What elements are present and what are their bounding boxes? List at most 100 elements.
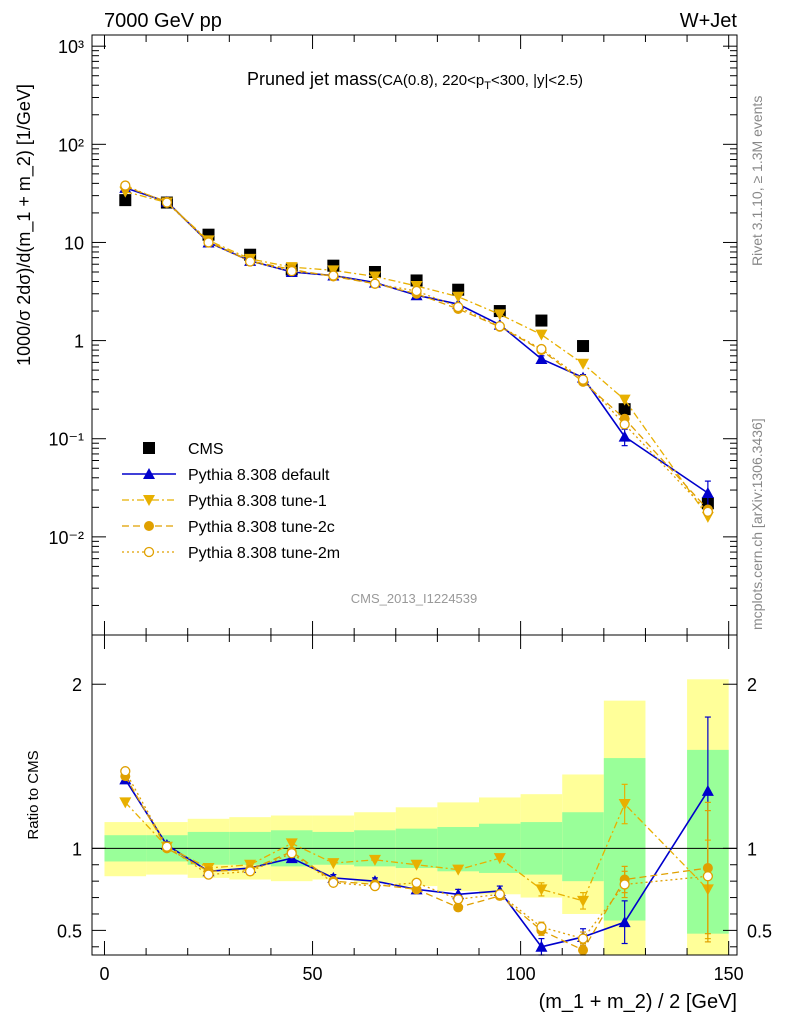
x-tick-label: 0 — [99, 964, 109, 984]
legend-marker — [143, 495, 155, 506]
ratio-band-1sigma — [562, 812, 604, 882]
ratio-data-point — [535, 940, 548, 952]
ratio-data-point — [453, 894, 464, 905]
plot-title-sub: (CA(0.8), 220<p — [377, 72, 484, 89]
ratio-data-point — [244, 866, 256, 877]
main-data-point — [577, 374, 589, 385]
legend-marker — [143, 468, 155, 479]
main-series-4 — [120, 180, 714, 517]
legend-label: CMS — [188, 441, 224, 458]
rivet-label: Rivet 3.1.10, ≥ 1.3M events — [749, 96, 765, 266]
legend-label: Pythia 8.308 tune-2c — [188, 519, 335, 536]
main-data-point — [702, 506, 714, 517]
ratio-data-point — [701, 784, 714, 796]
plot-title-main: Pruned jet mass — [247, 69, 377, 89]
ratio-panel: 0.5 0.5 1 1 2 2 0 50 100 150 Ratio to CMS (m_1 + … — [25, 634, 772, 1013]
main-data-point — [203, 237, 214, 248]
legend-entry: Pythia 8.308 default — [122, 467, 330, 484]
legend-label: Pythia 8.308 default — [188, 467, 330, 484]
main-data-point — [535, 314, 548, 327]
legend-label: Pythia 8.308 tune-1 — [188, 493, 327, 510]
ratio-data-point — [577, 895, 590, 907]
main-panel: 10⁻² 10⁻¹ 1 10 10² 10³ Pruned jet mass(CA(0.8… — [14, 34, 738, 636]
main-data-point — [369, 278, 381, 289]
ratio-data-point — [161, 841, 173, 852]
main-data-point — [618, 430, 631, 442]
main-data-point — [494, 321, 505, 332]
ratio-data-point — [619, 879, 630, 890]
main-data-point — [453, 301, 464, 313]
ratio-data-point — [327, 858, 340, 870]
main-y-tick-label: 10² — [58, 135, 84, 155]
ratio-series-line — [124, 801, 709, 902]
analysis-id: CMS_2013_I1224539 — [351, 591, 478, 606]
legend-entry: CMS — [143, 441, 224, 458]
main-y-tick-label: 1 — [74, 332, 84, 352]
x-axis-label: (m_1 + m_2) / 2 [GeV] — [539, 991, 737, 1013]
main-data-point — [619, 419, 630, 430]
main-data-point — [535, 329, 548, 341]
main-data-point — [493, 309, 506, 321]
main-series-line — [125, 184, 709, 513]
main-data-point — [452, 291, 465, 303]
main-data-point — [618, 403, 631, 416]
ratio-series-3 — [120, 766, 714, 946]
ratio-data-point — [285, 838, 298, 850]
ratio-y-tick-label: 0.5 — [57, 921, 82, 941]
ratio-data-point — [702, 871, 714, 882]
main-y-tick-label: 10³ — [58, 37, 84, 57]
ratio-data-point — [577, 933, 589, 944]
ratio-data-point — [286, 848, 297, 859]
ratio-data-point — [411, 877, 422, 888]
ratio-data-point — [328, 877, 339, 888]
ratio-y-axis-label: Ratio to CMS — [25, 750, 42, 839]
main-series-line — [125, 190, 709, 518]
ratio-y-tick-label-right: 1 — [747, 839, 757, 859]
ratio-data-point — [452, 864, 465, 876]
ratio-data-point — [453, 902, 464, 913]
legend-entry: Pythia 8.308 tune-2m — [122, 545, 340, 562]
ratio-data-point — [410, 859, 423, 871]
ratio-y-tick-label-right: 0.5 — [747, 921, 772, 941]
ratio-band-1sigma — [437, 827, 479, 872]
legend-marker — [144, 521, 154, 531]
main-y-axis-label: 1000/σ 2dσ)/d(m_1 + m_2) [1/GeV] — [14, 84, 35, 366]
main-data-point — [535, 352, 548, 364]
main-data-point — [119, 194, 132, 207]
main-series-line — [125, 186, 709, 510]
main-data-point — [161, 197, 173, 208]
ratio-y-tick-label: 2 — [72, 675, 82, 695]
legend-entry: Pythia 8.308 tune-2c — [122, 519, 335, 536]
main-data-point — [368, 271, 381, 283]
main-data-point — [577, 358, 590, 370]
ratio-data-point — [368, 854, 381, 866]
ratio-y-tick-label: 1 — [72, 839, 82, 859]
main-data-point — [536, 343, 547, 355]
plot-title: Pruned jet mass(CA(0.8), 220<pT<300, |y|… — [247, 69, 583, 92]
header-process: W+Jet — [680, 10, 738, 32]
main-data-point — [577, 340, 590, 353]
main-y-tick-label: 10⁻¹ — [48, 430, 84, 450]
ratio-data-point — [203, 869, 214, 880]
main-data-point — [244, 256, 256, 267]
ratio-data-point — [120, 766, 131, 777]
main-data-point — [120, 180, 131, 191]
x-tick-label: 100 — [506, 964, 536, 984]
mcplots-label: mcplots.cern.ch [arXiv:1306.3436] — [749, 418, 765, 630]
ratio-data-point — [494, 889, 505, 900]
ratio-series-line — [124, 775, 708, 951]
ratio-y-tick-label-right: 2 — [747, 675, 757, 695]
main-data-point — [618, 394, 631, 406]
x-tick-label: 150 — [714, 964, 744, 984]
ratio-data-point — [536, 921, 547, 933]
main-data-point — [286, 266, 297, 277]
legend-entry: Pythia 8.308 tune-1 — [122, 493, 327, 510]
ratio-data-point — [119, 797, 132, 809]
ratio-data-point — [369, 880, 381, 892]
ratio-plot-frame — [91, 634, 738, 956]
header-energy: 7000 GeV pp — [104, 10, 222, 32]
x-tick-label: 50 — [303, 964, 323, 984]
legend-marker — [143, 546, 155, 558]
main-data-point — [328, 270, 339, 281]
